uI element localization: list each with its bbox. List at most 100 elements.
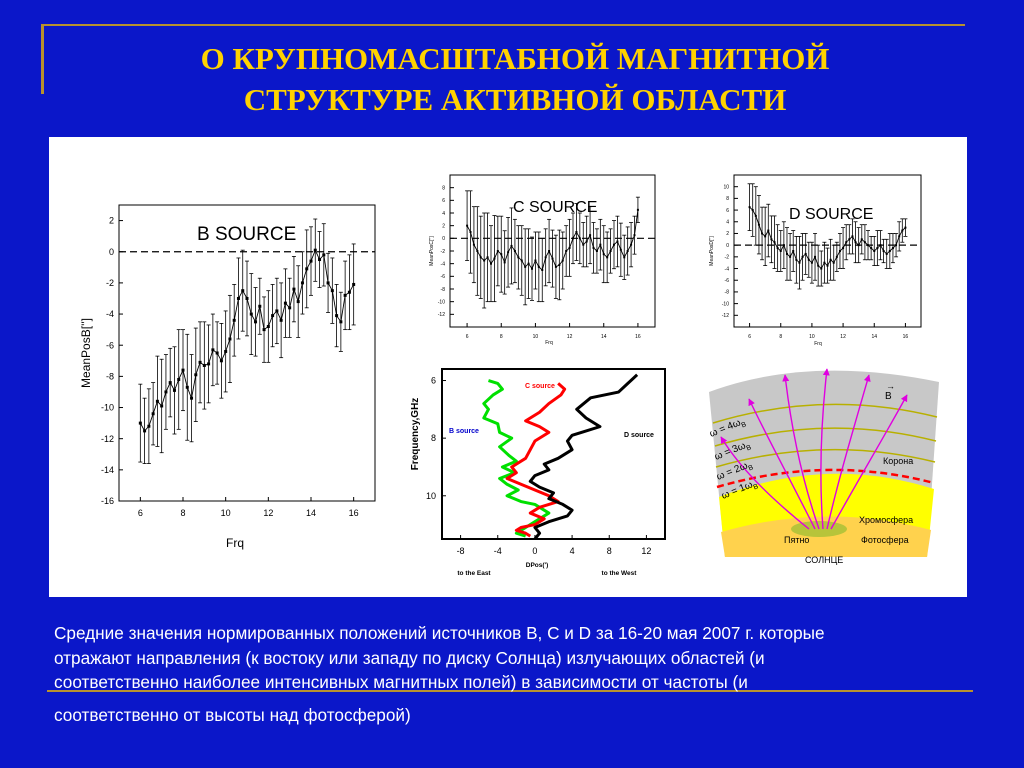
chart-title: B SOURCE [197,224,296,245]
y-tick-label: -8 [725,290,730,296]
data-point [814,255,817,258]
data-point [313,248,317,252]
figure-panel: B → Корона Хромосфера Пятно Фотосфера СО… [49,137,967,597]
data-point [177,377,181,381]
y-tick-label: -10 [438,299,445,305]
data-point [754,214,757,217]
data-point [198,360,202,364]
data-point [551,257,554,260]
data-point [789,255,792,258]
data-point [241,289,245,293]
y-tick-label: -12 [101,434,114,444]
chart-title: D SOURCE [789,206,873,223]
data-point [185,385,189,389]
data-point [582,243,585,246]
x-tick-label: 16 [903,334,909,340]
data-point [888,250,891,252]
data-point [138,421,142,425]
data-point [254,320,258,324]
y-tick-label: 6 [442,198,445,204]
title-line-1: О КРУПНОМАСШТАБНОЙ МАГНИТНОЙ [200,41,830,76]
data-point [524,265,527,268]
data-point [798,261,801,264]
x-tick-label: 10 [221,508,231,518]
y-tick-label: 10 [426,491,436,501]
data-point [322,253,326,257]
x-axis-label: Frq [545,340,553,346]
data-point [513,250,516,252]
y-tick-label: 10 [723,184,729,190]
data-point [262,328,266,332]
data-point [160,404,164,408]
y-tick-label: -12 [722,313,729,319]
data-point [143,429,147,433]
chart-d-source: 10 8 6 4 2 0 -2 -4 -6 -8 -10 -12 6 8 10 12 14 16 D SOURCE F… [709,174,922,347]
data-point [527,262,530,265]
data-point [589,234,592,237]
data-point [534,259,537,262]
data-point [215,351,219,355]
y-tick-label: 6 [726,208,729,214]
data-point [228,337,232,341]
field-line [830,394,908,530]
data-point [817,264,820,267]
slide-title: О КРУПНОМАСШТАБНОЙ МАГНИТНОЙ СТРУКТУРЕ А… [60,38,970,120]
x-tick-label: 8 [779,334,782,340]
y-tick-label: 2 [726,231,729,237]
diagram-field-lines [720,368,908,530]
data-point [232,318,236,322]
data-point [483,259,486,262]
data-point [845,241,848,244]
series-line-c-source [505,382,567,538]
data-point [867,244,870,247]
data-point [898,235,901,238]
data-point [801,255,804,258]
data-point [879,244,882,247]
data-point [548,250,551,252]
data-point [224,349,228,353]
chart-dpos-frequency: 6 8 10 -8 -4 0 4 8 12 B source C source D source DPo… [410,368,666,577]
data-point [613,243,615,246]
data-point [503,261,506,264]
data-point [785,252,788,255]
data-point [804,252,807,255]
data-point [773,241,776,244]
data-point [904,226,907,229]
data-point [619,248,622,251]
y-tick-label: -6 [725,278,730,284]
data-point [486,256,489,259]
data-point [271,314,275,318]
y-tick-label: -8 [106,372,114,382]
x-tick-label: 12 [263,508,273,518]
x-tick-label: 14 [871,334,877,340]
data-point [236,296,240,300]
data-point [609,250,612,252]
data-point [151,412,155,416]
data-point [826,264,829,267]
x-tick-label: 0 [532,546,537,556]
data-point [335,314,339,318]
data-point [558,263,561,266]
data-point [496,250,499,252]
data-point [479,256,482,259]
y-tick-label: -6 [441,274,446,280]
data-point [194,373,198,377]
x-tick-label: 6 [466,334,469,340]
caption-line-4: соответственно от высоты над фотосферой) [54,704,411,725]
data-point [541,269,544,271]
data-point [565,250,568,252]
data-point [352,282,356,286]
annotation-west: to the West [602,570,638,577]
data-point [520,259,523,262]
data-point [472,243,475,246]
chart-c-source: 8 6 4 2 0 -2 -4 -6 -8 -10 -12 6 8 10 12 14 16 C SOURCE Frq… [429,174,656,346]
y-tick-label: 8 [442,185,445,191]
x-axis-label: DPos(') [526,562,549,569]
data-point [779,250,782,252]
y-tick-label: -4 [106,309,114,319]
y-tick-label: 0 [442,236,445,242]
field-line [826,374,871,530]
series-line-d-source [528,373,639,540]
chart-frame [441,368,666,540]
data-point [305,267,309,271]
